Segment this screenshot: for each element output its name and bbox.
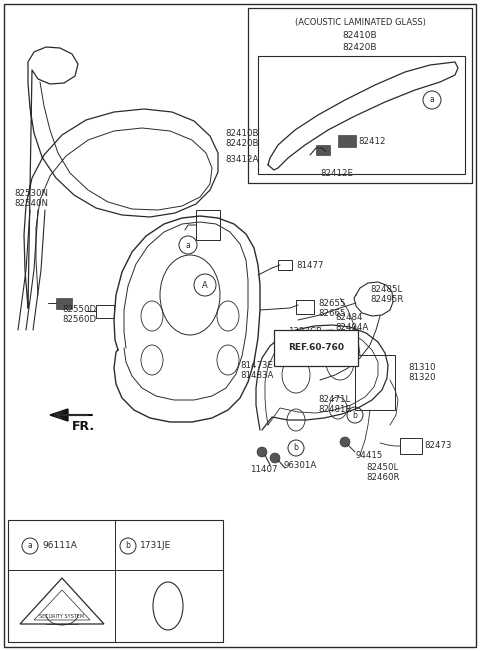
Text: 82473: 82473 xyxy=(424,441,452,450)
Circle shape xyxy=(257,447,267,457)
Text: 81477: 81477 xyxy=(296,262,324,271)
Bar xyxy=(278,260,292,270)
Text: 81483A: 81483A xyxy=(240,370,274,380)
Text: 82471L: 82471L xyxy=(318,396,350,404)
Text: 82550D: 82550D xyxy=(62,305,96,314)
Text: FR.: FR. xyxy=(72,421,95,434)
Bar xyxy=(296,300,314,314)
Text: 82420B: 82420B xyxy=(343,42,377,51)
Text: 81320: 81320 xyxy=(408,374,435,383)
Polygon shape xyxy=(50,409,68,421)
Text: 82494A: 82494A xyxy=(335,324,368,333)
Text: a: a xyxy=(186,240,191,249)
Text: 82410B: 82410B xyxy=(225,128,259,137)
Text: 96111A: 96111A xyxy=(42,542,77,551)
Text: 82495R: 82495R xyxy=(370,296,403,305)
Text: 82410B: 82410B xyxy=(343,31,377,40)
Text: 1327CB: 1327CB xyxy=(288,327,322,337)
Circle shape xyxy=(270,453,280,463)
Text: 82655: 82655 xyxy=(318,299,346,307)
Text: 82484: 82484 xyxy=(335,314,362,322)
Text: 82560D: 82560D xyxy=(62,316,96,324)
Bar xyxy=(248,8,472,183)
Bar xyxy=(400,438,422,454)
Text: REF.60-760: REF.60-760 xyxy=(288,344,344,352)
Text: 96301A: 96301A xyxy=(284,462,317,471)
Text: 82530N: 82530N xyxy=(14,189,48,197)
Text: b: b xyxy=(353,411,358,419)
Text: (ACOUSTIC LAMINATED GLASS): (ACOUSTIC LAMINATED GLASS) xyxy=(295,18,425,27)
Text: 1731JE: 1731JE xyxy=(140,542,171,551)
Text: b: b xyxy=(126,542,131,551)
Text: A: A xyxy=(202,281,208,290)
Text: 81310: 81310 xyxy=(408,363,435,372)
Text: a: a xyxy=(430,96,434,105)
Bar xyxy=(355,355,395,410)
Text: 82450L: 82450L xyxy=(366,464,398,473)
Bar xyxy=(96,305,114,318)
Text: 82420B: 82420B xyxy=(225,139,259,148)
Text: 82412E: 82412E xyxy=(320,169,353,178)
Text: a: a xyxy=(28,542,32,551)
Text: SECURITY SYSTEM: SECURITY SYSTEM xyxy=(39,613,84,618)
Text: 81473E: 81473E xyxy=(240,361,273,370)
Bar xyxy=(8,520,223,642)
Text: 82540N: 82540N xyxy=(14,199,48,208)
Bar xyxy=(196,210,220,240)
Text: 94415: 94415 xyxy=(355,450,383,460)
Text: 83412A: 83412A xyxy=(225,156,258,165)
Text: b: b xyxy=(294,443,299,452)
Bar xyxy=(338,135,356,147)
Text: 11407: 11407 xyxy=(250,465,277,475)
Circle shape xyxy=(340,437,350,447)
Text: 82412: 82412 xyxy=(358,137,385,146)
Bar xyxy=(258,56,465,174)
Bar xyxy=(56,298,72,309)
Text: 82481R: 82481R xyxy=(318,406,351,415)
Bar xyxy=(316,145,330,155)
Text: 82460R: 82460R xyxy=(366,473,399,482)
Text: 82485L: 82485L xyxy=(370,286,402,294)
Text: 82665: 82665 xyxy=(318,309,346,318)
